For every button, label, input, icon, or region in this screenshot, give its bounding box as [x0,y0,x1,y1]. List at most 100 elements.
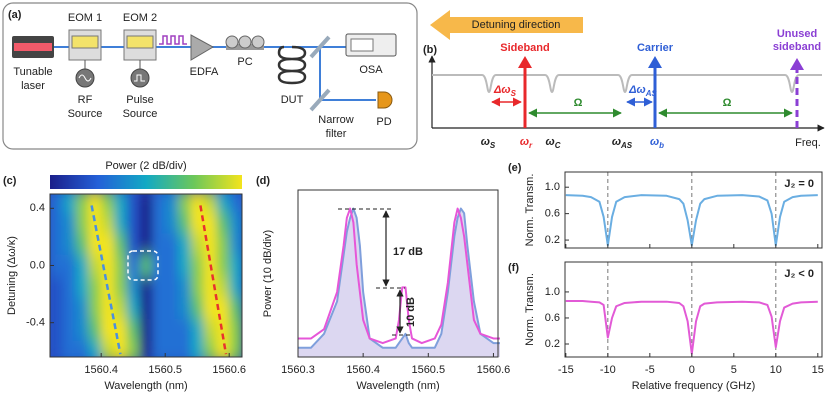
filter [309,88,331,112]
heatmap-cell [152,297,166,320]
heatmap-cell [88,319,102,342]
x-axis-label: Wavelength (nm) [104,380,187,392]
text: sideband [773,41,821,53]
panel-b: (b) Detuning direction Sideband Carrier … [423,10,825,150]
heatmap-cell [62,276,77,299]
edfa [190,34,215,61]
arrowhead [790,58,804,70]
heatmap-cell [126,211,141,234]
label: Sideband [500,42,550,54]
text: Δω [628,84,646,96]
plot-frame [564,261,823,358]
label: Detuning direction [472,19,561,31]
x-tick-label: 1560.4 [84,364,118,376]
annotations: 17 dB 10 dB [127,208,423,336]
label: Carrier [637,42,674,54]
x-tick-label: -5 [645,364,655,376]
x-tick-label: 10 [770,364,782,376]
y-axis-label: Detuning (Δω/κ) [6,236,18,315]
y-tick-label: 0.6 [545,208,560,220]
heatmap-cell [75,340,89,357]
label: Ω [723,97,732,109]
heatmap-cell [75,194,89,213]
label: EOM 1 [68,12,102,24]
heatmap-cell [190,254,205,277]
text: Δω [493,84,511,96]
heatmap-cell [75,211,89,234]
x-axis-label: Wavelength (nm) [356,380,439,392]
label: ωb [650,136,664,150]
heatmap-cell [190,233,205,256]
heatmap-cell [88,233,102,256]
heatmap-cell [62,211,77,234]
heatmap-cell [229,211,242,234]
heatmap-cell [178,276,192,299]
plot-frame [297,189,499,358]
heatmap-cell [216,233,230,256]
heatmap-cell [114,194,128,213]
heatmap-cell [114,276,128,299]
x-tick-label: 0 [689,364,695,376]
heatmap-cell [75,254,89,277]
heatmap-cell [126,194,141,213]
heatmap-cell [178,194,192,213]
x-tick-label: 1560.6 [212,364,246,376]
label: Tunable laser [13,66,52,92]
heatmap-cell [126,254,141,277]
heatmap-cell [50,194,64,213]
splitter [309,35,331,59]
heatmap-cell [178,254,192,277]
eom-crystal [126,35,154,49]
text: laser [21,80,45,92]
heatmap-cell [139,211,153,234]
y-tick-label: 0.6 [545,312,560,324]
label: ΔωAS [628,84,657,98]
heatmap-cell [216,340,230,357]
heatmap-cell [203,340,217,357]
label: PC [237,56,252,68]
pc-paddle [238,35,252,49]
y-axis-label: Norm. Transm. [524,273,536,346]
text: Narrow [318,114,354,126]
heatmap-cell [62,340,77,357]
text: RF [78,94,93,106]
highlight-box [127,250,159,281]
heatmap-cell [139,340,153,357]
heatmap-cell [88,276,102,299]
area [298,208,500,357]
heatmap-cell [50,340,64,357]
heatmap-cell [216,276,230,299]
series-line [298,207,500,349]
text: Unused [777,28,817,40]
label: Pulse Source [123,94,158,120]
series-line [298,207,500,345]
label: PD [376,116,391,128]
heatmap-cell [152,194,166,213]
heatmap-cell [139,254,153,277]
label: EDFA [190,66,219,78]
label: Narrow filter [318,114,354,140]
heatmap-cell [139,319,153,342]
heatmap-cell [101,211,115,234]
heatmap-cell [88,211,102,234]
heatmap-cell [126,297,141,320]
panel-label: (e) [508,162,522,174]
pc-paddle [251,35,265,49]
label: ΔωS [493,84,517,98]
label: Ω [574,97,583,109]
heatmap-cell [229,254,242,277]
panel-label: (f) [508,262,519,274]
y-tick-label: 0.2 [545,234,560,246]
pc-paddle [225,35,239,49]
heatmap-cell [50,211,64,234]
heatmap-cell [88,254,102,277]
pulse-icon [134,74,145,82]
heatmap-cell [88,340,102,357]
y-tick-label: -0.4 [26,317,45,329]
transmission [432,74,822,94]
heatmap-cell [50,319,64,342]
sine-icon [78,74,92,82]
y-tick-label: 0.0 [30,259,45,271]
label: DUT [281,94,304,106]
